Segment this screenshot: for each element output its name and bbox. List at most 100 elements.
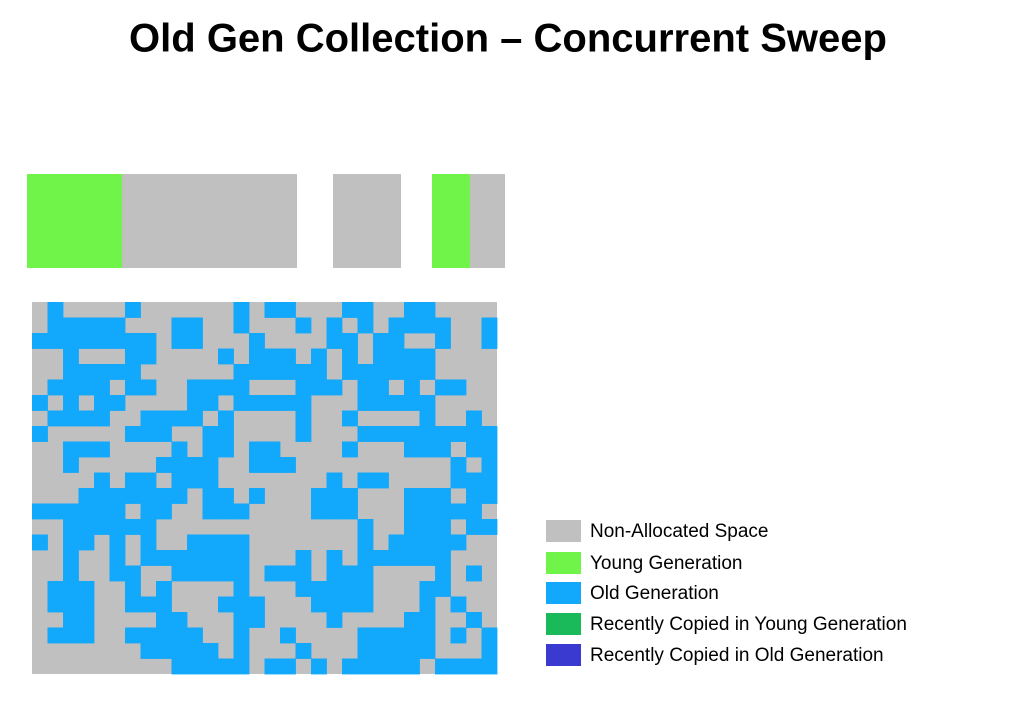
old-object (388, 627, 405, 644)
old-object (218, 488, 234, 504)
old-object (249, 457, 265, 473)
old-object (156, 426, 172, 442)
old-object (156, 488, 172, 504)
old-object (419, 364, 436, 380)
old-object (342, 441, 358, 458)
slide-title: Old Gen Collection – Concurrent Sweep (129, 17, 887, 61)
old-object (63, 550, 79, 566)
old-object (63, 410, 79, 427)
old-object (435, 658, 451, 675)
old-object (202, 658, 219, 675)
old-object (218, 534, 234, 551)
old-object (249, 348, 265, 365)
old-object (63, 364, 79, 380)
old-object (357, 550, 374, 566)
old-object (140, 333, 157, 349)
old-object (481, 457, 498, 473)
old-object (435, 565, 451, 582)
old-object (187, 317, 203, 334)
old-object (435, 503, 451, 520)
old-object (171, 410, 188, 427)
old-object (156, 596, 172, 613)
old-object (94, 317, 110, 334)
old-object (435, 519, 451, 535)
old-object (419, 612, 436, 628)
old-object (404, 612, 420, 628)
old-object (109, 519, 126, 535)
old-object (109, 503, 126, 520)
old-object (171, 488, 188, 504)
old-object (342, 581, 358, 597)
old-object (202, 503, 219, 520)
old-object (466, 658, 482, 675)
old-object (357, 581, 374, 597)
old-object (280, 627, 296, 644)
young-generation-bars (27, 174, 505, 268)
old-object (218, 565, 234, 582)
old-object (94, 488, 110, 504)
old-object (357, 379, 374, 396)
old-object (435, 581, 451, 597)
old-object (202, 565, 219, 582)
old-object (326, 565, 343, 582)
old-object (156, 627, 172, 644)
old-object (78, 488, 95, 504)
old-object (388, 658, 405, 675)
old-object (171, 317, 188, 334)
old-object (419, 488, 436, 504)
old-object (233, 596, 250, 613)
old-object (357, 627, 374, 644)
old-object (311, 364, 327, 380)
old-object (481, 519, 498, 535)
old-object (342, 364, 358, 380)
old-object (140, 426, 157, 442)
old-object (357, 302, 374, 318)
old-object (419, 534, 436, 551)
old-object (466, 488, 482, 504)
old-object (187, 410, 203, 427)
survivor-used (432, 174, 470, 268)
old-object (342, 658, 358, 675)
old-object (171, 658, 188, 675)
old-object (466, 519, 482, 535)
old-object (249, 395, 265, 411)
old-object (187, 333, 203, 349)
old-object (388, 426, 405, 442)
old-object (311, 503, 327, 520)
old-object (280, 395, 296, 411)
old-object (63, 333, 79, 349)
old-object (373, 395, 389, 411)
old-object (280, 348, 296, 365)
old-object (481, 333, 498, 349)
old-object (63, 317, 79, 334)
old-object (94, 333, 110, 349)
old-object (78, 596, 95, 613)
old-object (218, 441, 234, 458)
old-object (63, 457, 79, 473)
old-object (404, 643, 420, 659)
old-object (140, 503, 157, 520)
old-object (63, 534, 79, 551)
old-object (326, 488, 343, 504)
legend-swatch (546, 520, 581, 542)
old-object (156, 410, 172, 427)
old-object (78, 627, 95, 644)
old-object (342, 410, 358, 427)
old-object (202, 379, 219, 396)
old-object (404, 441, 420, 458)
old-object (357, 519, 374, 535)
old-object (63, 519, 79, 535)
old-object (357, 395, 374, 411)
old-object (233, 534, 250, 551)
old-object (78, 410, 95, 427)
old-object (125, 596, 141, 613)
old-object (47, 596, 64, 613)
old-object (125, 472, 141, 489)
old-object (419, 348, 436, 365)
old-object (264, 302, 281, 318)
old-object (249, 441, 265, 458)
old-object (419, 503, 436, 520)
old-object (481, 643, 498, 659)
old-object (249, 612, 265, 628)
old-object (326, 596, 343, 613)
